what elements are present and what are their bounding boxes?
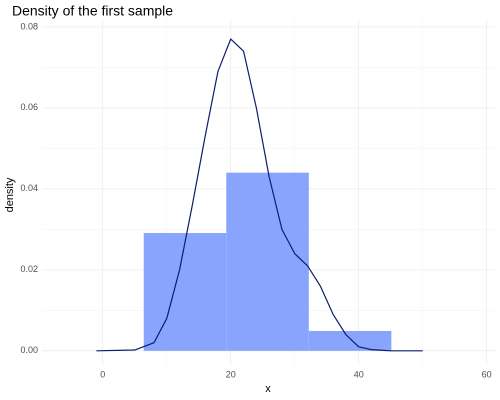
y-tick-label: 0.08 <box>20 21 38 31</box>
histogram-bar <box>226 172 309 351</box>
x-tick-label: 20 <box>226 369 236 379</box>
y-tick-label: 0.04 <box>20 183 38 193</box>
x-tick-label: 60 <box>482 369 492 379</box>
x-tick-label: 0 <box>100 369 105 379</box>
density-line <box>96 38 423 352</box>
y-tick-label: 0.00 <box>20 345 38 355</box>
y-tick-label: 0.02 <box>20 264 38 274</box>
chart-title: Density of the first sample <box>12 3 173 19</box>
y-axis-title: density <box>4 177 16 212</box>
x-axis-title: x <box>265 383 271 395</box>
histogram-bar <box>143 232 227 351</box>
x-tick-label: 40 <box>354 369 364 379</box>
histogram-bar <box>308 330 392 351</box>
y-tick-label: 0.06 <box>20 102 38 112</box>
